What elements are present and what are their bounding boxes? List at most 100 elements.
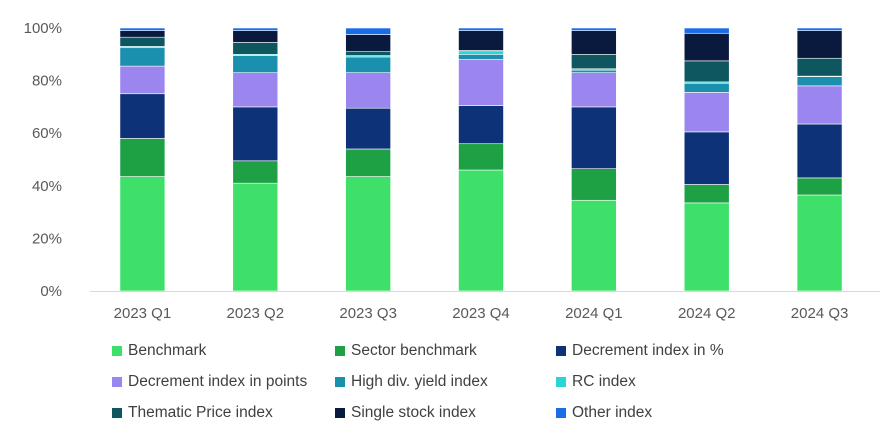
bar-segment — [458, 105, 504, 145]
bar-segment — [683, 32, 730, 62]
legend-swatch — [556, 377, 566, 387]
legend-item: RC index — [556, 373, 636, 391]
y-tick-label: 20% — [32, 230, 62, 247]
y-tick-label: 100% — [24, 20, 62, 37]
legend-label: Decrement index in points — [128, 373, 308, 390]
legend-label: Single stock index — [351, 404, 476, 421]
bar-segment — [796, 177, 843, 196]
bar-segment — [119, 27, 166, 31]
bar-segment — [119, 93, 166, 139]
legend-swatch — [556, 346, 566, 356]
y-tick-label: 0% — [40, 283, 62, 300]
bar-segment — [571, 72, 617, 108]
x-tick-label: 2024 Q2 — [678, 305, 736, 322]
bar-segment — [458, 59, 504, 106]
bar-segment — [683, 131, 730, 185]
bars — [119, 27, 843, 292]
bar-segment — [796, 123, 843, 179]
bar-segment — [571, 106, 617, 170]
bar-segment — [345, 107, 391, 150]
bar-segment — [119, 138, 166, 177]
bar-segment — [458, 143, 504, 171]
bar-segment — [458, 51, 504, 55]
legend-label: Thematic Price index — [128, 404, 273, 421]
x-axis-ticks: 2023 Q1 2023 Q2 2023 Q3 2023 Q4 2024 Q1 2024 … — [114, 305, 849, 322]
legend-swatch — [556, 408, 566, 418]
x-tick-label: 2024 Q1 — [565, 305, 623, 322]
bar-segment — [345, 176, 391, 292]
legend-item: Single stock index — [335, 404, 476, 422]
legend-item: Benchmark — [112, 342, 206, 360]
legend-label: High div. yield index — [351, 373, 488, 390]
bar-segment — [796, 27, 843, 31]
bar-segment — [232, 55, 279, 74]
bar-segment — [119, 47, 166, 67]
legend-item: High div. yield index — [335, 373, 488, 391]
bar-segment — [232, 72, 279, 108]
bar-segment — [683, 92, 730, 133]
bar-segment — [119, 65, 166, 95]
bar-segment — [796, 76, 843, 87]
bar-segment — [345, 34, 391, 52]
bar-segment — [458, 27, 504, 31]
bar-segment — [796, 57, 843, 77]
legend-swatch — [112, 346, 122, 356]
legend-label: RC index — [572, 373, 636, 390]
y-tick-label: 80% — [32, 73, 62, 90]
y-tick-label: 40% — [32, 178, 62, 195]
bar-segment — [683, 60, 730, 83]
bar-segment — [119, 176, 166, 292]
bar-segment — [232, 42, 279, 55]
bar-segment — [571, 168, 617, 201]
legend-item: Sector benchmark — [335, 342, 477, 360]
bar-segment — [232, 160, 279, 184]
legend-label: Benchmark — [128, 342, 207, 359]
bar-segment — [683, 82, 730, 93]
bar-segment — [683, 202, 730, 292]
x-tick-label: 2023 Q3 — [339, 305, 397, 322]
legend-item: Thematic Price index — [112, 404, 273, 422]
y-axis-ticks: 0% 20% 40% 60% 80% 100% — [24, 20, 62, 300]
bar-segment — [571, 53, 617, 70]
legend-label: Decrement index in % — [572, 342, 724, 359]
bar-segment — [232, 106, 279, 162]
x-tick-label: 2023 Q1 — [114, 305, 172, 322]
legend-item: Other index — [556, 404, 652, 422]
legend-item: Decrement index in points — [112, 373, 307, 391]
x-tick-label: 2023 Q2 — [227, 305, 285, 322]
legend-swatch — [112, 377, 122, 387]
x-tick-label: 2024 Q3 — [791, 305, 849, 322]
bar-segment — [571, 30, 617, 55]
bar-segment — [345, 56, 391, 74]
bar-segment — [571, 69, 617, 74]
bar-segment — [458, 169, 504, 292]
bar-segment — [345, 148, 391, 177]
bar-segment — [345, 72, 391, 109]
x-tick-label: 2023 Q4 — [452, 305, 510, 322]
y-tick-label: 60% — [32, 125, 62, 142]
legend-swatch — [335, 408, 345, 418]
bar-segment — [571, 27, 617, 31]
bar-segment — [345, 51, 391, 56]
bar-segment — [345, 27, 391, 35]
bar-segment — [232, 27, 279, 31]
bar-segment — [683, 184, 730, 204]
legend-swatch — [335, 377, 345, 387]
bar-segment — [796, 85, 843, 125]
legend-item: Decrement index in % — [556, 342, 724, 360]
legend-label: Sector benchmark — [351, 342, 477, 359]
bar-segment — [571, 199, 617, 292]
legend-swatch — [112, 408, 122, 418]
bar-segment — [796, 194, 843, 292]
bar-segment — [119, 36, 166, 47]
bar-segment — [796, 30, 843, 59]
legend-label: Other index — [572, 404, 653, 421]
legend-swatch — [335, 346, 345, 356]
bar-segment — [683, 27, 730, 34]
bar-segment — [458, 30, 504, 51]
bar-segment — [232, 182, 279, 292]
bar-segment — [232, 30, 279, 43]
bar-segment — [458, 53, 504, 60]
bar-segment — [119, 30, 166, 38]
